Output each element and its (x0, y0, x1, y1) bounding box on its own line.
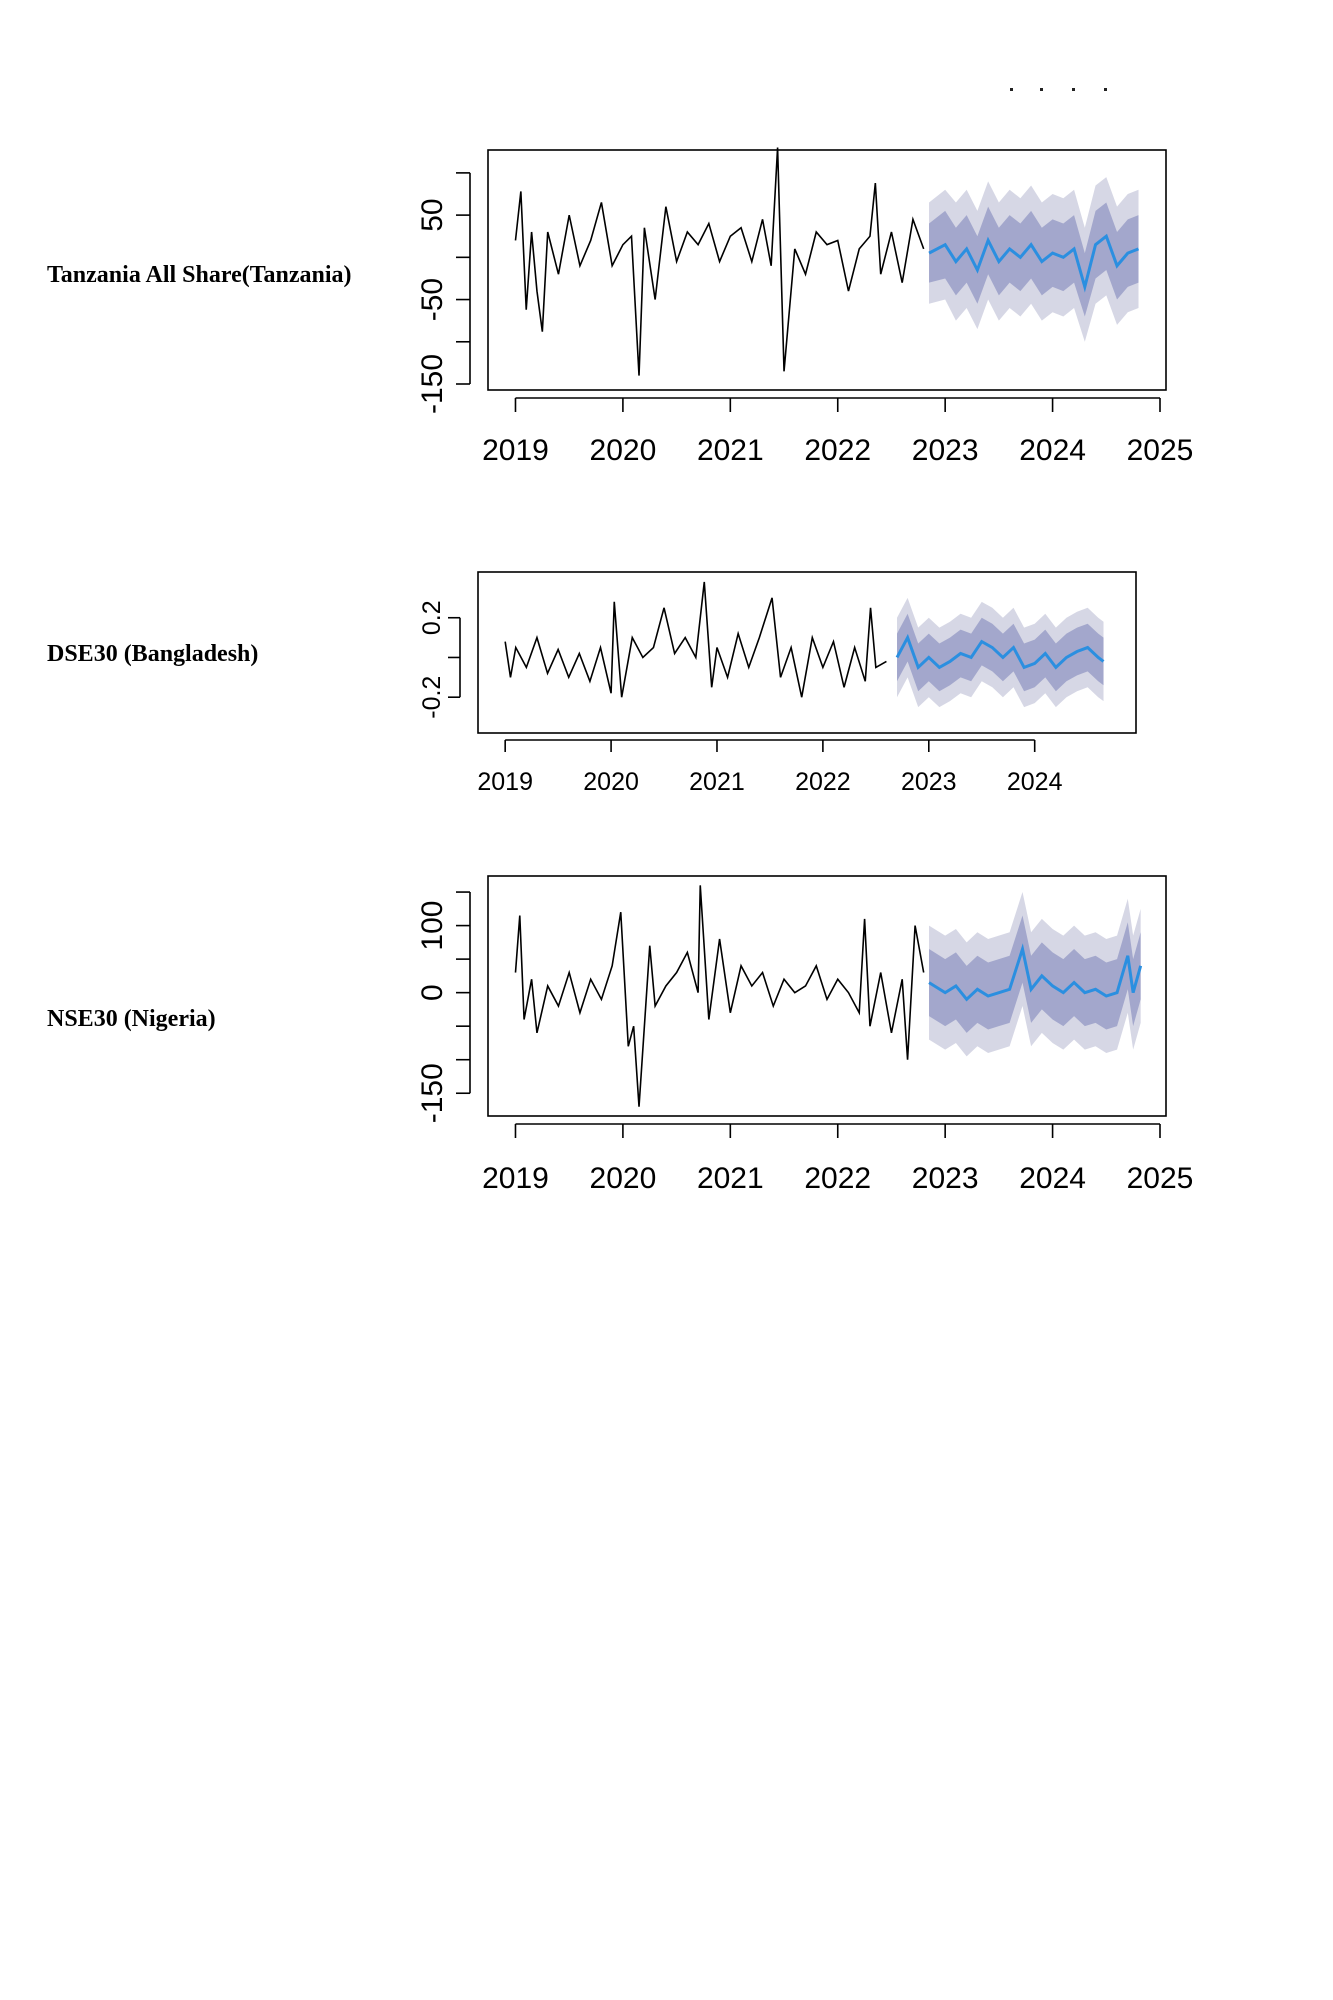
x-tick-label: 2022 (804, 434, 871, 467)
x-tick-label: 2019 (477, 768, 533, 796)
x-tick-label: 2020 (583, 768, 639, 796)
x-tick-label: 2023 (912, 434, 979, 467)
forecast-mean-line (928, 943, 1143, 1002)
history-series-line (514, 885, 925, 1107)
x-tick-label: 2024 (1019, 434, 1086, 467)
x-tick-label: 2024 (1007, 768, 1063, 796)
forecast-band-80 (897, 613, 1104, 692)
y-tick-label: -0.2 (418, 676, 446, 719)
x-tick-label: 2021 (697, 1162, 764, 1195)
forecast-band-80 (929, 915, 1141, 1033)
y-tick-label: -150 (416, 354, 449, 414)
x-tick-label: 2025 (1127, 1162, 1194, 1195)
y-tick-label: 50 (416, 198, 449, 231)
x-tick-label: 2023 (901, 768, 957, 796)
label-tanzania: Tanzania All Share(Tanzania) (47, 262, 352, 288)
y-tick-label: -50 (416, 278, 449, 321)
label-nigeria: NSE30 (Nigeria) (47, 1006, 216, 1032)
y-tick-label: 100 (416, 901, 449, 951)
x-tick-label: 2022 (795, 768, 851, 796)
forecast-mean-line (928, 233, 1140, 293)
plot-frame (487, 875, 1167, 1117)
page-top-marks (1010, 88, 1120, 94)
x-tick-label: 2021 (697, 434, 764, 467)
plot-frame (487, 149, 1167, 391)
x-tick-label: 2020 (590, 1162, 657, 1195)
forecast-mean-line (895, 633, 1105, 671)
label-bangladesh: DSE30 (Bangladesh) (47, 641, 259, 667)
y-tick-label: -150 (416, 1063, 449, 1123)
x-tick-label: 2024 (1019, 1162, 1086, 1195)
y-tick-label: 0.2 (418, 600, 446, 635)
x-tick-label: 2020 (590, 434, 657, 467)
x-tick-label: 2022 (804, 1162, 871, 1195)
history-series-line (514, 147, 925, 376)
x-tick-label: 2019 (482, 434, 549, 467)
history-series-line (504, 581, 887, 698)
x-tick-label: 2025 (1127, 434, 1194, 467)
x-tick-label: 2021 (689, 768, 745, 796)
x-tick-label: 2019 (482, 1162, 549, 1195)
y-tick-label: 0 (416, 984, 449, 1001)
plot-frame (477, 571, 1137, 734)
x-tick-label: 2023 (912, 1162, 979, 1195)
forecast-band-80 (929, 202, 1139, 317)
